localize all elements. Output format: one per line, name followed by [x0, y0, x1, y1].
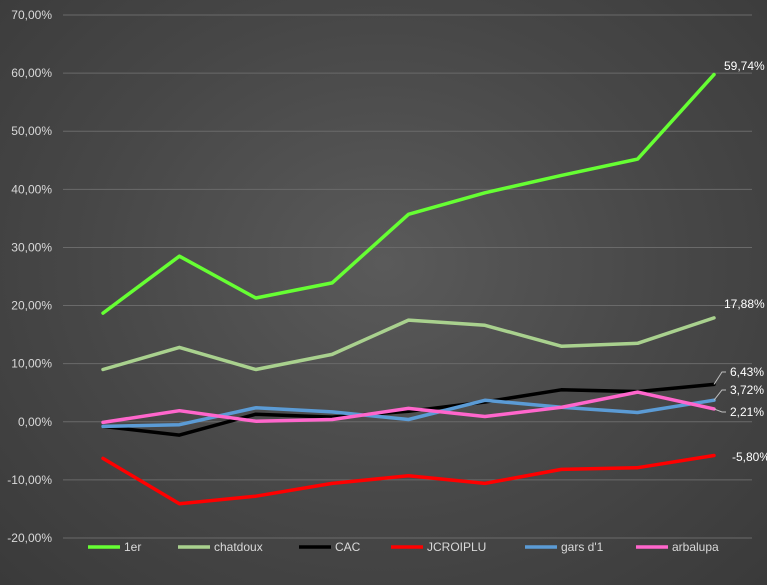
end-data-label: -5,80%	[732, 450, 767, 464]
end-data-label: 59,74%	[724, 59, 765, 73]
legend-label: gars d'1	[561, 540, 604, 554]
y-tick-label: -10,00%	[7, 473, 52, 487]
series-line-1	[101, 316, 716, 372]
series-line-5	[101, 390, 716, 425]
end-data-label: 17,88%	[724, 297, 765, 311]
end-data-label: 2,21%	[730, 405, 764, 419]
series-line-3	[101, 453, 716, 506]
end-data-label: 6,43%	[730, 365, 764, 379]
y-tick-label: 30,00%	[11, 240, 52, 254]
legend: 1er chatdoux CAC JCROIPLU gars d'1 arbalupa	[88, 540, 719, 554]
legend-label: CAC	[335, 540, 361, 554]
label-leader	[713, 371, 726, 385]
y-tick-label: 0,00%	[18, 415, 52, 429]
data-labels: 59,74% 17,88% 6,43% -5,80% 3,72% 2,21%	[713, 59, 767, 464]
label-leader	[713, 408, 726, 413]
series-line-0	[101, 72, 716, 315]
series-lines	[101, 72, 716, 506]
y-tick-label: 60,00%	[11, 66, 52, 80]
gridlines	[63, 14, 752, 539]
legend-label: arbalupa	[672, 540, 719, 554]
legend-label: JCROIPLU	[427, 540, 486, 554]
end-data-label: 3,72%	[730, 383, 764, 397]
y-tick-label: 70,00%	[11, 8, 52, 22]
y-tick-label: 40,00%	[11, 182, 52, 196]
y-tick-label: -20,00%	[7, 531, 52, 545]
y-axis-tick-labels: 70,00% 60,00% 50,00% 40,00% 30,00% 20,00% 10,0…	[7, 8, 52, 545]
series-line-2	[101, 382, 716, 437]
legend-label: chatdoux	[214, 540, 263, 554]
y-tick-label: 20,00%	[11, 299, 52, 313]
series-line-4	[101, 398, 716, 429]
y-tick-label: 10,00%	[11, 357, 52, 371]
label-leader	[713, 389, 726, 401]
legend-label: 1er	[124, 540, 141, 554]
y-tick-label: 50,00%	[11, 124, 52, 138]
